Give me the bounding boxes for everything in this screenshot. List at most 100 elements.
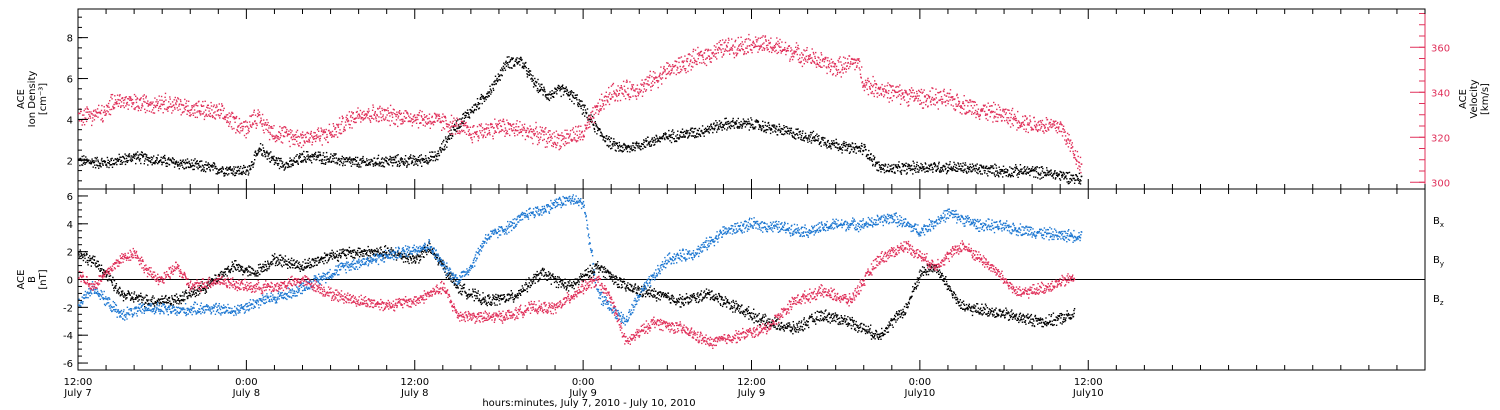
data-point [765, 40, 767, 42]
data-point [924, 95, 926, 97]
data-point [898, 166, 901, 168]
data-point [685, 132, 687, 135]
data-point [716, 43, 718, 45]
data-point [874, 164, 877, 166]
data-point [719, 123, 721, 125]
data-point [563, 136, 565, 138]
data-point [184, 106, 187, 108]
data-point [893, 163, 895, 166]
data-point [811, 48, 813, 50]
data-point [1007, 122, 1009, 125]
data-point [335, 134, 337, 136]
data-point [703, 135, 705, 137]
data-point [349, 116, 352, 118]
data-point [1020, 122, 1023, 124]
data-point [966, 100, 968, 102]
data-point [632, 149, 635, 151]
data-point [441, 143, 443, 145]
data-point [826, 72, 828, 75]
data-point [709, 61, 712, 63]
data-point [309, 141, 311, 143]
data-point [977, 108, 980, 110]
data-point [327, 158, 329, 160]
data-point [617, 85, 619, 87]
data-point [381, 161, 383, 163]
data-point [307, 154, 309, 156]
data-point [997, 116, 999, 119]
data-point [956, 170, 959, 172]
data-point [706, 129, 708, 131]
data-point [299, 153, 301, 155]
data-point [455, 123, 458, 125]
data-point [313, 135, 316, 138]
data-point [732, 45, 734, 47]
data-point [772, 124, 774, 126]
data-point [142, 105, 144, 107]
data-point [635, 144, 637, 146]
data-point [524, 138, 527, 141]
data-point [565, 137, 567, 139]
data-point [365, 163, 367, 165]
data-point [474, 131, 476, 133]
data-point [538, 139, 540, 142]
data-point [987, 102, 989, 104]
data-point [542, 90, 545, 92]
data-point [351, 161, 354, 163]
data-point [158, 95, 160, 97]
data-point [589, 114, 591, 117]
data-point [837, 69, 840, 71]
data-point [1059, 178, 1061, 180]
data-point [547, 131, 549, 133]
data-point [984, 166, 987, 169]
data-point [768, 42, 770, 44]
data-point [523, 64, 525, 66]
data-point [632, 144, 634, 147]
data-point [855, 66, 858, 68]
data-point [139, 98, 142, 100]
data-point [471, 111, 473, 113]
data-point [584, 109, 587, 111]
data-point [1047, 174, 1049, 176]
data-point [134, 153, 136, 156]
data-point [749, 126, 752, 128]
data-point [559, 90, 561, 92]
data-point [1056, 172, 1058, 174]
data-point [528, 74, 530, 76]
data-point [875, 161, 877, 163]
data-point [316, 154, 318, 157]
data-point [425, 122, 428, 125]
data-point [920, 103, 922, 105]
data-point [91, 113, 93, 115]
data-point [833, 62, 835, 65]
data-point [259, 122, 261, 124]
data-point [531, 78, 534, 80]
data-point [126, 101, 129, 104]
data-point [186, 158, 189, 160]
data-point [459, 118, 461, 120]
data-point [356, 115, 359, 117]
data-point [158, 105, 161, 108]
data-point [721, 39, 724, 41]
data-point [325, 151, 328, 154]
data-point [567, 137, 570, 139]
data-point [959, 105, 961, 107]
data-point [175, 162, 177, 164]
data-point [921, 170, 923, 172]
data-point [741, 127, 743, 129]
data-point [930, 98, 933, 100]
data-point [735, 123, 738, 125]
data-point [783, 127, 785, 129]
data-point [1047, 171, 1049, 173]
data-point [494, 75, 497, 77]
data-point [584, 104, 586, 107]
data-point [97, 159, 99, 161]
data-point [187, 105, 189, 107]
data-point [693, 62, 695, 64]
data-point [756, 45, 758, 47]
data-point [324, 131, 327, 134]
data-point [711, 127, 714, 129]
data-point [709, 58, 711, 61]
data-point [280, 141, 283, 143]
data-point [1002, 110, 1004, 112]
data-point [177, 98, 180, 100]
